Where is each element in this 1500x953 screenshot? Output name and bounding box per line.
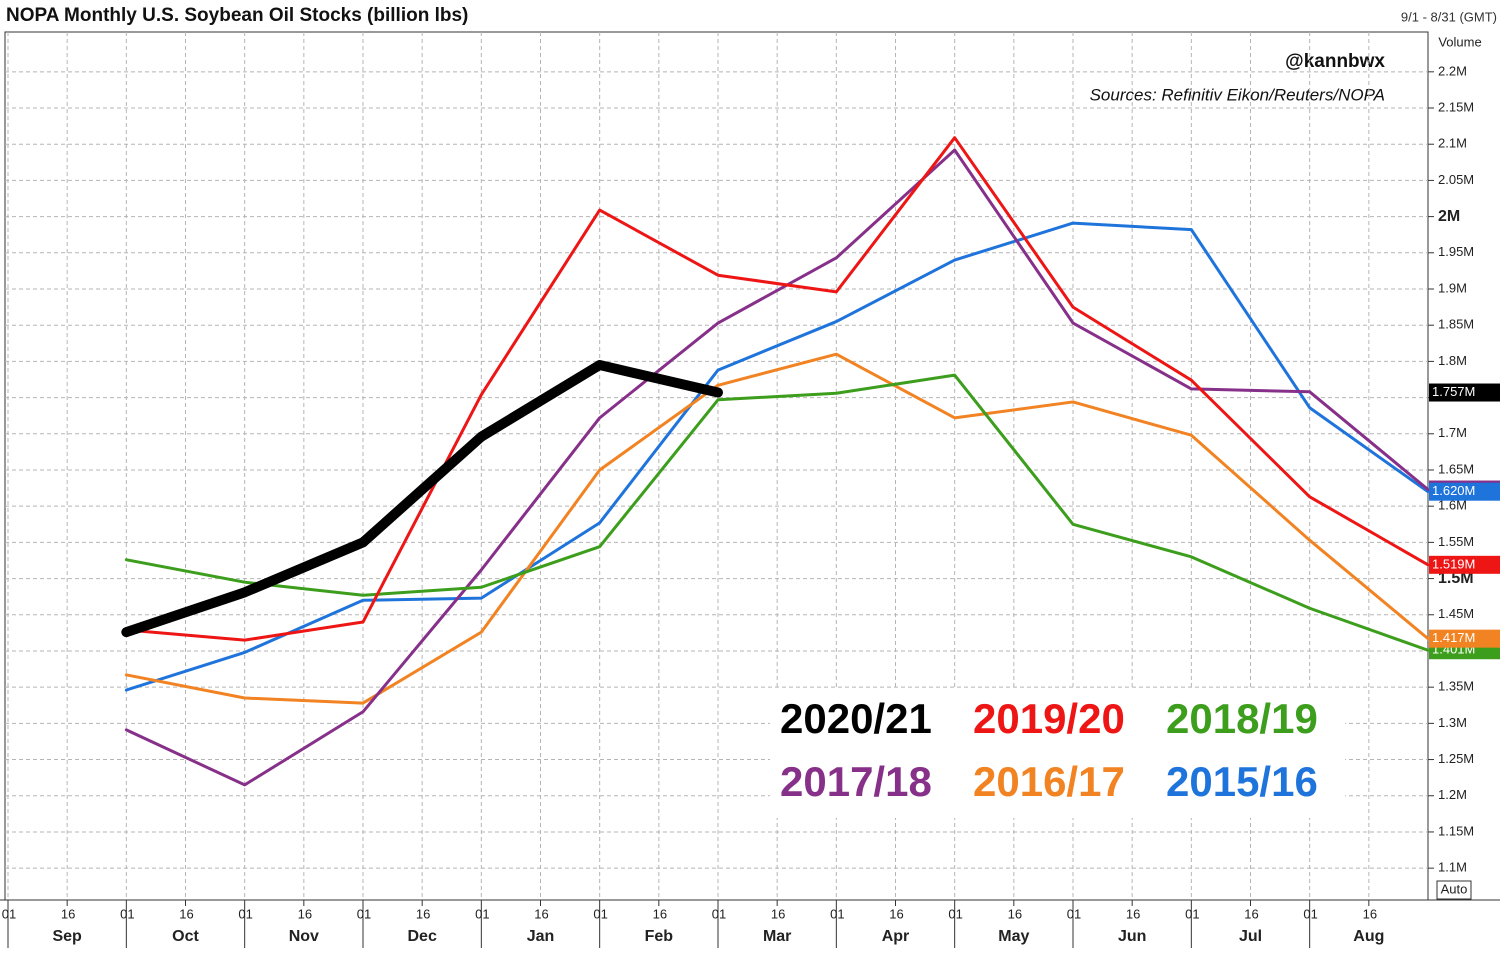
legend-entry: 2016/17 (973, 758, 1125, 805)
y-tick-label: 1.25M (1438, 751, 1474, 766)
value-label: 1.519M (1432, 556, 1475, 571)
date-range: 9/1 - 8/31 (GMT) (1401, 9, 1497, 24)
x-tick-label: 01 (475, 906, 489, 921)
x-month-label: Aug (1353, 928, 1384, 945)
y-tick-label: 2.1M (1438, 136, 1467, 151)
x-month-label: Apr (882, 928, 910, 945)
legend-entry: 2019/20 (973, 695, 1125, 742)
annotation-sources: Sources: Refinitiv Eikon/Reuters/NOPA (1090, 85, 1385, 104)
x-tick-label: 16 (889, 906, 903, 921)
y-tick-label: 1.3M (1438, 715, 1467, 730)
x-tick-label: 01 (1185, 906, 1199, 921)
x-month-label: Mar (763, 928, 791, 945)
x-tick-label: 16 (1008, 906, 1022, 921)
x-tick-label: 16 (1126, 906, 1140, 921)
y-tick-label: 1.8M (1438, 353, 1467, 368)
legend-entry: 2015/16 (1166, 758, 1318, 805)
y-tick-label: 1.5M (1438, 570, 1474, 587)
x-tick-label: 16 (1363, 906, 1377, 921)
y-tick-label: 1.85M (1438, 317, 1474, 332)
y-tick-label: 1.1M (1438, 860, 1467, 875)
y-tick-label: 1.45M (1438, 606, 1474, 621)
x-tick-label: 16 (534, 906, 548, 921)
x-tick-label: 16 (179, 906, 193, 921)
chart-title: NOPA Monthly U.S. Soybean Oil Stocks (bi… (6, 5, 468, 26)
x-tick-label: 01 (1303, 906, 1317, 921)
y-tick-label: 2.2M (1438, 63, 1467, 78)
x-tick-label: 01 (593, 906, 607, 921)
value-label: 1.757M (1432, 384, 1475, 399)
y-tick-label: 1.35M (1438, 679, 1474, 694)
x-month-label: Jun (1118, 928, 1146, 945)
x-month-label: Oct (172, 928, 199, 945)
legend-entry: 2020/21 (780, 695, 932, 742)
x-tick-label: 01 (948, 906, 962, 921)
series-line (121, 360, 723, 638)
series-line (124, 136, 1430, 642)
y-tick-label: 1.15M (1438, 823, 1474, 838)
x-month-label: Nov (289, 928, 319, 945)
y-tick-label: 2.15M (1438, 99, 1474, 114)
y-tick-label: 1.7M (1438, 425, 1467, 440)
x-month-label: Dec (407, 928, 436, 945)
y-axis-title: Volume (1438, 34, 1481, 49)
y-tick-label: 1.55M (1438, 534, 1474, 549)
series-line (124, 352, 1430, 705)
x-tick-label: 01 (357, 906, 371, 921)
value-label-box (1429, 482, 1500, 501)
y-tick-label: 2M (1438, 208, 1460, 225)
x-tick-label: 16 (771, 906, 785, 921)
series-line (124, 221, 1430, 692)
x-tick-label: 16 (61, 906, 75, 921)
y-tick-label: 1.2M (1438, 787, 1467, 802)
scale-mode-box (1436, 880, 1472, 900)
annotation-handle: @kannbwx (1285, 51, 1385, 72)
value-label-box (1429, 383, 1500, 402)
x-tick-label: 01 (712, 906, 726, 921)
y-tick-label: 1.6M (1438, 498, 1467, 513)
x-month-label: May (998, 928, 1029, 945)
x-month-label: Sep (52, 928, 82, 945)
value-label: 1.417M (1432, 630, 1475, 645)
legend-entry: 2017/18 (780, 758, 932, 805)
value-label: 1.620M (1432, 483, 1475, 498)
x-tick-label: 01 (2, 906, 16, 921)
legend-background (770, 690, 1345, 818)
legend-entry: 2018/19 (1166, 695, 1318, 742)
x-month-label: Jul (1239, 928, 1262, 945)
value-label-box (1429, 629, 1500, 648)
series-line (124, 148, 1430, 787)
x-tick-label: 01 (238, 906, 252, 921)
x-tick-label: 16 (653, 906, 667, 921)
x-tick-label: 01 (830, 906, 844, 921)
series-line (124, 373, 1430, 652)
x-month-label: Feb (645, 928, 674, 945)
value-label-box (1429, 555, 1500, 574)
x-tick-label: 16 (416, 906, 430, 921)
x-tick-label: 01 (120, 906, 134, 921)
y-tick-label: 1.65M (1438, 461, 1474, 476)
y-tick-label: 1.9M (1438, 280, 1467, 295)
y-tick-label: 1.95M (1438, 244, 1474, 259)
scale-mode: Auto (1441, 881, 1468, 896)
y-tick-label: 2.05M (1438, 172, 1474, 187)
x-tick-label: 16 (298, 906, 312, 921)
x-tick-label: 16 (1244, 906, 1258, 921)
x-month-label: Jan (527, 928, 555, 945)
x-tick-label: 01 (1067, 906, 1081, 921)
